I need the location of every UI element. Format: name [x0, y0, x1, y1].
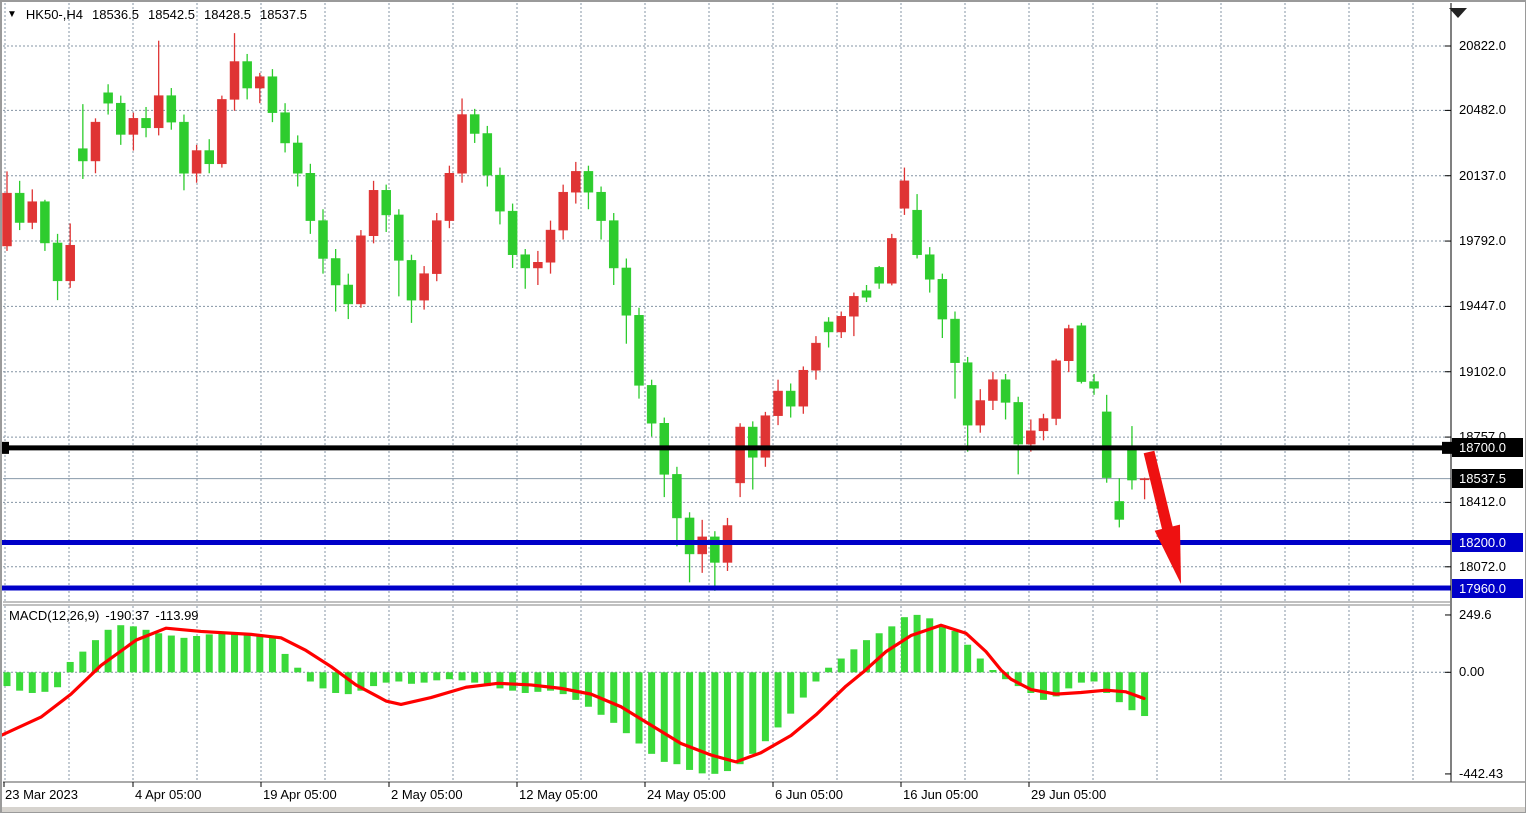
- time-axis-label: 6 Jun 05:00: [775, 787, 843, 802]
- candlestick-series[interactable]: [2, 33, 1150, 591]
- macd-axis-label: 249.6: [1459, 606, 1492, 622]
- price-axis-label: 20482.0: [1459, 102, 1506, 118]
- macd-indicator-label: MACD(12,26,9): [9, 608, 100, 623]
- low-value: 18428.5: [203, 7, 251, 22]
- close-value: 18537.5: [259, 7, 307, 22]
- symbol-timeframe-label: HK50-,H4: [25, 7, 83, 22]
- price-axis-label: 18412.0: [1459, 494, 1506, 510]
- time-axis-label: 12 May 05:00: [519, 787, 598, 802]
- time-axis-label: 19 Apr 05:00: [263, 787, 337, 802]
- price-axis-label: 19792.0: [1459, 233, 1506, 249]
- time-axis-label: 16 Jun 05:00: [903, 787, 979, 802]
- price-axis-label: 20137.0: [1459, 167, 1506, 183]
- time-axis-label: 2 May 05:00: [391, 787, 463, 802]
- price-axis-label: 19102.0: [1459, 363, 1506, 379]
- time-axis-label: 4 Apr 05:00: [135, 787, 202, 802]
- time-axis-label: 23 Mar 2023: [5, 787, 78, 802]
- time-axis-label: 29 Jun 05:00: [1031, 787, 1107, 802]
- chart-shift-marker-icon[interactable]: [1449, 8, 1467, 18]
- time-axis-label: 24 May 05:00: [647, 787, 726, 802]
- symbol-dropdown-icon[interactable]: ▼: [7, 9, 17, 20]
- price-axis-label: 20822.0: [1459, 38, 1506, 53]
- price-badge-17960.0: 17960.0: [1452, 578, 1523, 598]
- price-axis-label: 19447.0: [1459, 298, 1506, 314]
- open-value: 18536.5: [91, 7, 139, 22]
- symbol-ohlc-header: ▼ HK50-,H4 18536.5 18542.5 18428.5 18537…: [7, 7, 307, 22]
- price-badge-18200.0: 18200.0: [1452, 533, 1523, 553]
- macd-axis-label: -442.43: [1459, 765, 1504, 781]
- window-bottom-strip: [1, 807, 1525, 812]
- macd-histogram: [3, 614, 1149, 774]
- hline-left-handle[interactable]: [1, 441, 9, 454]
- high-value: 18542.5: [147, 7, 195, 22]
- sell-signal-arrow[interactable]: [1143, 450, 1181, 584]
- price-badge-18537.5: 18537.5: [1452, 469, 1523, 489]
- macd-signal-value: -113.99: [155, 608, 199, 623]
- macd-value: -190.37: [105, 608, 150, 623]
- macd-signal-line: [1, 623, 1146, 764]
- macd-axis-label: 0.00: [1459, 664, 1485, 680]
- macd-indicator-header: MACD(12,26,9) -190.37 -113.99: [9, 608, 199, 623]
- price-axis-label: 18072.0: [1459, 558, 1506, 574]
- price-badge-18700.0: 18700.0: [1452, 438, 1523, 458]
